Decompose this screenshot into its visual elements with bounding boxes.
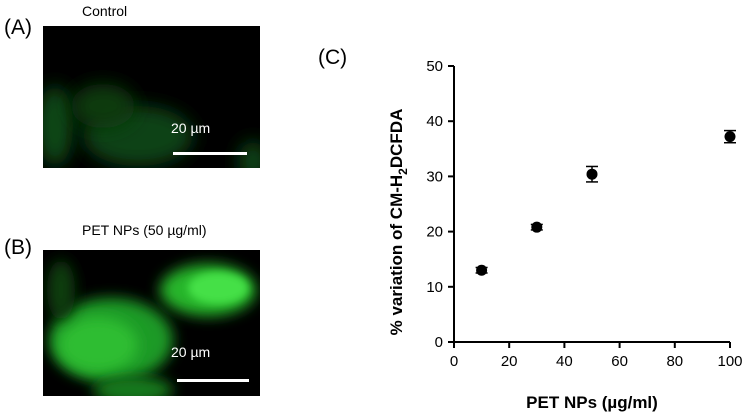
panel-b-caption: PET NPs (50 µg/ml) [82,222,207,238]
chart-points [475,129,736,276]
micrograph-control: 20 µm [43,26,260,168]
data-point [531,221,543,233]
x-axis-title: PET NPs (µg/ml) [526,393,658,412]
y-axis-title-suffix: DCFDA [387,109,406,169]
y-axis-title-subscript: 2 [396,168,410,175]
x-tick-label: 60 [611,353,628,370]
panel-label-b: (B) [4,236,32,259]
scale-bar-b [177,379,249,382]
data-point [586,168,598,180]
scale-bar-a [173,152,247,155]
scale-bar-label-a: 20 µm [171,120,211,136]
chart-ticks: 0 20 40 60 80 100 0 10 20 30 40 50 [426,58,742,370]
panel-a-caption: Control [82,3,128,19]
panel-label-c: (C) [318,46,348,69]
y-tick-label: 20 [426,224,443,241]
scale-bar-label-b: 20 µm [171,344,211,360]
data-point [476,264,488,276]
y-axis-title: % variation of CM-H2DCFDA [387,109,410,336]
chart-axes [453,66,730,343]
treated-cell-fluorescence [43,250,260,396]
x-tick-label: 40 [556,353,573,370]
y-tick-label: 10 [426,279,443,296]
x-tick-label: 100 [717,353,742,370]
y-axis-title-prefix: % variation of CM-H [387,175,406,336]
y-tick-label: 30 [426,168,443,185]
x-tick-label: 20 [501,353,518,370]
y-tick-label: 0 [435,334,443,351]
micrograph-pet-nps: 20 µm [43,250,260,396]
y-tick-label: 50 [426,58,443,75]
data-point [724,131,736,143]
panel-label-a: (A) [4,16,32,39]
x-tick-label: 80 [666,353,683,370]
y-tick-label: 40 [426,113,443,130]
control-cell-fluorescence [43,26,260,168]
x-tick-label: 0 [450,353,458,370]
